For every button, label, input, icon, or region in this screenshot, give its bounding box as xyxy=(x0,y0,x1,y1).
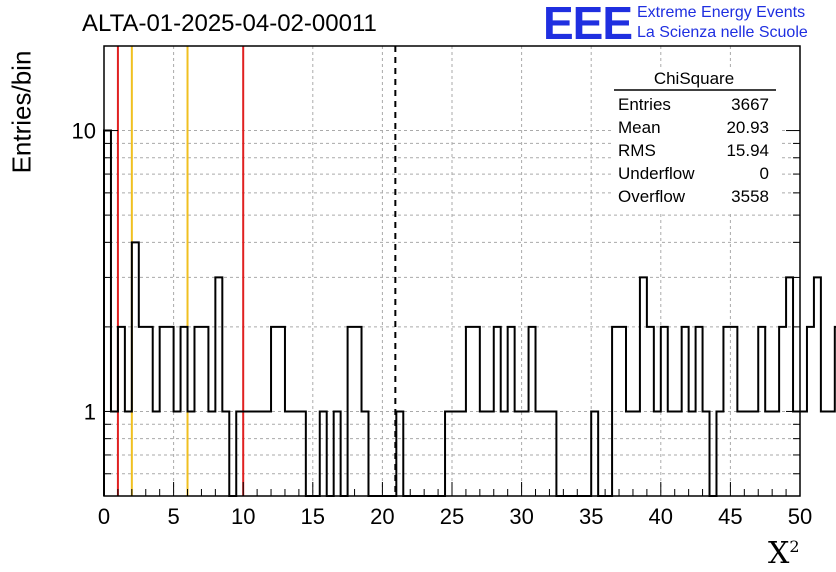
x-tick-label: 10 xyxy=(231,504,255,529)
x-tick-label: 15 xyxy=(301,504,325,529)
stats-title: ChiSquare xyxy=(654,69,734,88)
stats-label: Mean xyxy=(618,118,661,137)
x-tick-label: 35 xyxy=(579,504,603,529)
axes: 0 5 10 15 20 25 30 35 40 45 50 1 10 xyxy=(72,45,812,529)
stats-value: 0 xyxy=(760,164,769,183)
stats-box: ChiSquare Entries 3667 Mean 20.93 RMS 15.94 Und… xyxy=(612,68,780,212)
x-tick-label: 50 xyxy=(788,504,812,529)
stats-value: 15.94 xyxy=(726,141,769,160)
logo-line-2: La Scienza nelle Scuole xyxy=(637,24,808,41)
x-tick-label: 25 xyxy=(440,504,464,529)
histogram xyxy=(103,129,836,497)
stats-box-bg xyxy=(612,68,780,212)
reference-lines xyxy=(116,46,397,496)
y-tick-label: 1 xyxy=(84,399,96,424)
x-tick-label: 40 xyxy=(649,504,673,529)
x-tick-label: 20 xyxy=(370,504,394,529)
histogram-line xyxy=(103,129,836,497)
stats-value: 3558 xyxy=(731,187,769,206)
stats-label: Underflow xyxy=(618,164,695,183)
stats-label: Entries xyxy=(618,95,671,114)
stats-value: 3667 xyxy=(731,95,769,114)
x-tick-label: 45 xyxy=(718,504,742,529)
x-axis-label: X2 xyxy=(768,536,800,571)
logo-line-1: Extreme Energy Events xyxy=(637,4,806,21)
stats-label: RMS xyxy=(618,141,656,160)
stats-value: 20.93 xyxy=(726,118,769,137)
x-tick-label: 5 xyxy=(167,504,179,529)
x-tick-label: 30 xyxy=(509,504,533,529)
eee-logo: EEE xyxy=(543,0,633,49)
x-tick-label: 0 xyxy=(98,504,110,529)
y-tick-label: 10 xyxy=(72,119,96,144)
chart-title: ALTA-01-2025-04-02-00011 xyxy=(82,10,377,37)
stats-label: Overflow xyxy=(618,187,686,206)
